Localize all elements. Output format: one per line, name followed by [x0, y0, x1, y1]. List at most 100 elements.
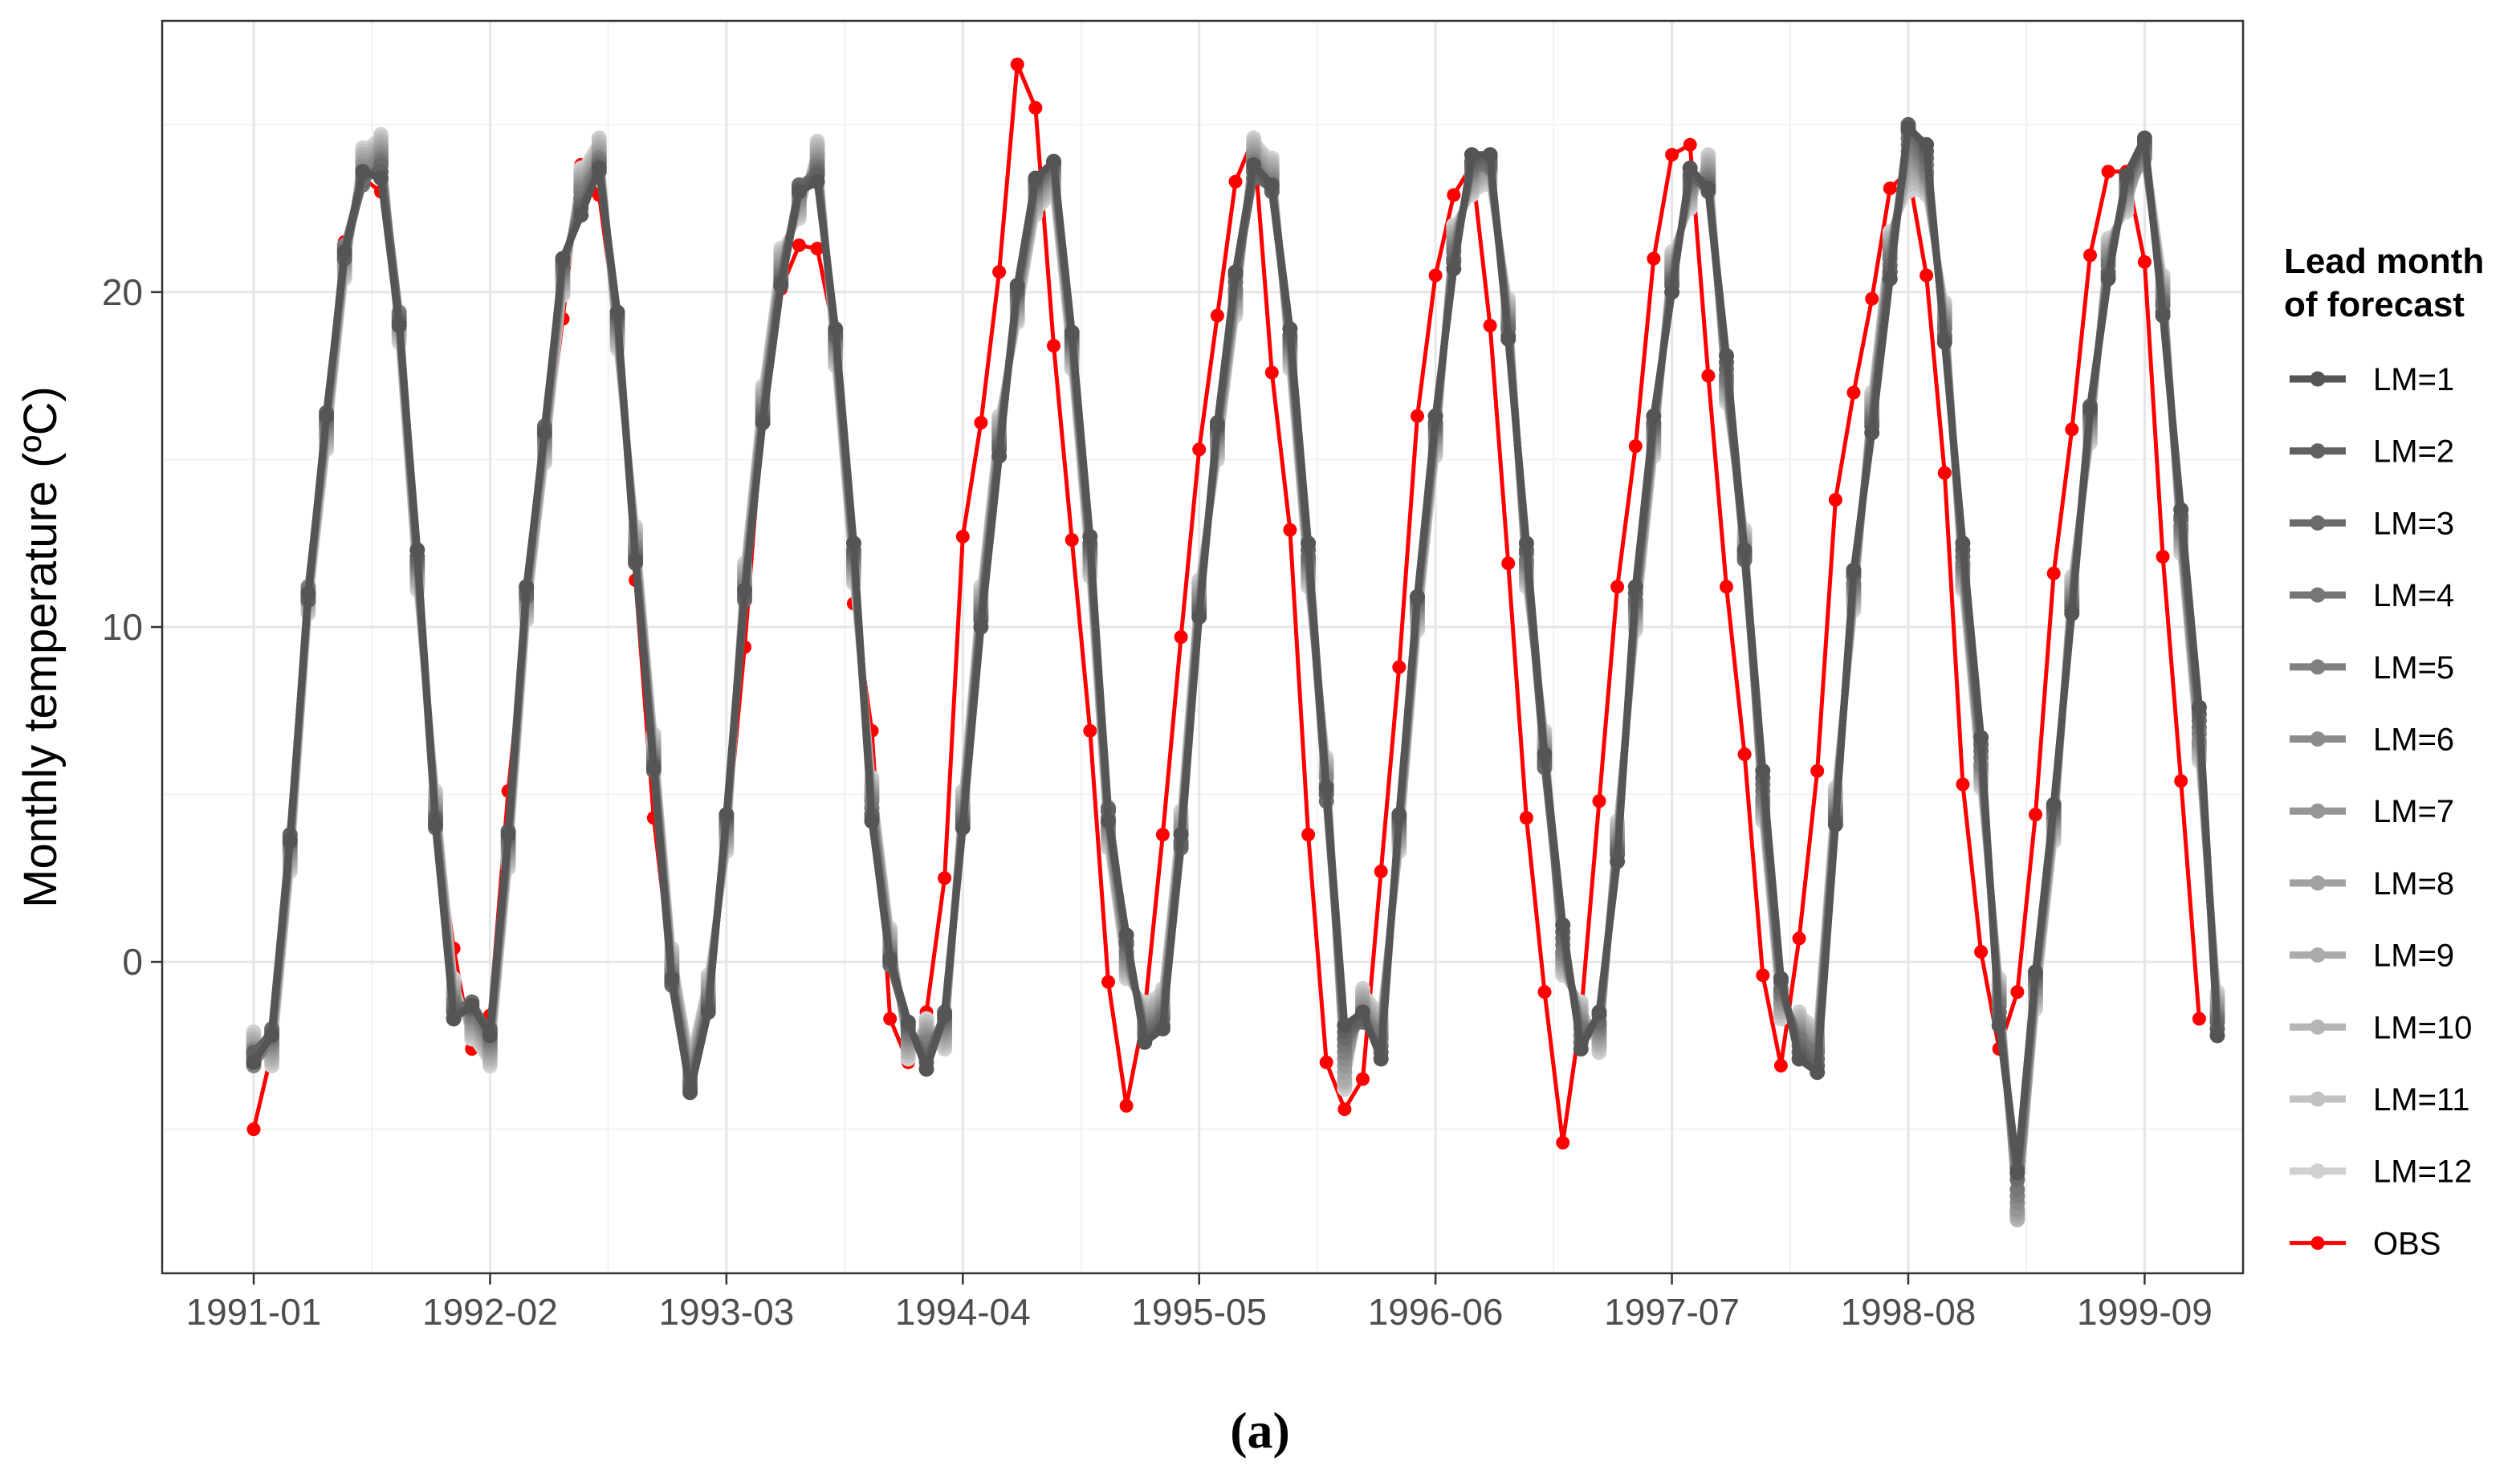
data-point — [1737, 747, 1752, 761]
data-point — [1682, 161, 1698, 176]
data-point — [1974, 945, 1989, 959]
data-point — [1537, 747, 1553, 762]
legend-item: LM=7 — [2290, 794, 2454, 829]
legend-key-point — [2310, 443, 2326, 459]
data-point — [1700, 181, 1716, 197]
data-point — [1664, 284, 1680, 300]
legend-item: LM=1 — [2290, 362, 2454, 397]
data-point — [1064, 324, 1080, 340]
x-tick-label: 1995-05 — [1131, 1291, 1267, 1333]
data-point — [1427, 408, 1443, 424]
data-point — [864, 813, 880, 829]
x-tick-label: 1997-07 — [1604, 1291, 1740, 1333]
data-point — [1537, 985, 1552, 1000]
legend-label: LM=8 — [2373, 866, 2454, 902]
data-point — [1464, 147, 1480, 163]
legend-item: LM=8 — [2290, 866, 2454, 902]
data-point — [1192, 442, 1207, 457]
legend-key-point — [2310, 1019, 2326, 1035]
data-point — [1628, 439, 1643, 454]
legend-label: OBS — [2373, 1226, 2441, 1261]
data-point — [591, 161, 607, 176]
legend-label: LM=9 — [2373, 939, 2454, 974]
plot-panel-border — [161, 19, 2245, 1275]
data-point — [1191, 609, 1207, 625]
data-point — [792, 238, 806, 252]
series-lm-1 — [246, 120, 2225, 1181]
data-point — [1009, 278, 1025, 293]
data-point — [1318, 780, 1334, 796]
legend-item: LM=12 — [2290, 1154, 2472, 1190]
data-point — [809, 173, 825, 189]
data-point — [282, 833, 298, 849]
data-point — [1701, 368, 1716, 383]
data-point — [1010, 57, 1024, 71]
y-tick-label: 10 — [102, 606, 143, 648]
data-point — [2136, 130, 2152, 146]
data-point — [2119, 167, 2135, 183]
data-point — [2209, 1028, 2225, 1044]
data-point — [2192, 1012, 2206, 1026]
data-point — [1283, 523, 1297, 537]
data-point — [409, 542, 425, 558]
data-point — [536, 425, 552, 441]
data-point — [1755, 763, 1771, 779]
data-point — [2028, 964, 2043, 980]
data-point — [1647, 251, 1661, 266]
data-point — [900, 1014, 916, 1030]
legend-item: LM=4 — [2290, 578, 2454, 613]
x-tick-label: 1999-09 — [2077, 1291, 2213, 1333]
legend-item: LM=3 — [2290, 506, 2454, 541]
data-point — [845, 535, 861, 552]
data-point — [1411, 409, 1424, 423]
legend-title-line-1: Lead month — [2284, 242, 2484, 281]
data-point — [1047, 339, 1061, 353]
legend: Lead month of forecast LM=1 LM=2 LM=3 LM=4 L… — [2284, 242, 2484, 1261]
data-point — [1355, 1004, 1370, 1020]
data-point — [1410, 588, 1425, 605]
data-point — [609, 304, 625, 320]
data-point — [1519, 811, 1533, 825]
data-point — [1373, 1051, 1389, 1067]
data-point — [1428, 268, 1443, 283]
data-point — [1154, 1021, 1170, 1036]
legend-item: LM=2 — [2290, 434, 2454, 470]
data-point — [1319, 1055, 1333, 1069]
grid-lines — [162, 21, 2243, 1273]
legend-key-point — [2310, 731, 2326, 747]
data-point — [555, 250, 571, 267]
data-point — [992, 265, 1007, 279]
data-point — [1865, 291, 1879, 306]
data-point — [1719, 348, 1734, 364]
data-point — [1082, 528, 1098, 544]
x-tick-label: 1998-08 — [1841, 1291, 1977, 1333]
x-tick-label: 1991-01 — [186, 1291, 322, 1333]
data-point — [1446, 261, 1462, 277]
data-point — [955, 820, 971, 836]
data-point — [1337, 1102, 1352, 1117]
legend-label: LM=2 — [2373, 434, 2454, 470]
legend-title-line-2: of forecast — [2284, 285, 2465, 324]
data-point — [2156, 549, 2170, 564]
x-tick-label: 1992-02 — [422, 1291, 558, 1333]
data-point — [1810, 763, 1825, 778]
data-point — [1556, 1135, 1570, 1150]
data-point — [464, 997, 480, 1013]
data-point — [2137, 254, 2152, 269]
data-point — [682, 1085, 698, 1101]
data-point — [1900, 120, 1916, 136]
data-point — [1083, 723, 1097, 738]
data-point — [1846, 385, 1861, 400]
legend-key-point — [2310, 1236, 2325, 1250]
data-point — [246, 1054, 262, 1070]
data-point — [2082, 401, 2098, 417]
data-point — [1209, 418, 1225, 434]
data-point — [1483, 319, 1497, 333]
data-point — [1736, 542, 1753, 558]
data-point — [1264, 177, 1280, 193]
data-point — [1392, 660, 1407, 674]
data-point — [2173, 502, 2189, 518]
data-point — [1482, 147, 1498, 163]
data-point — [519, 579, 535, 595]
